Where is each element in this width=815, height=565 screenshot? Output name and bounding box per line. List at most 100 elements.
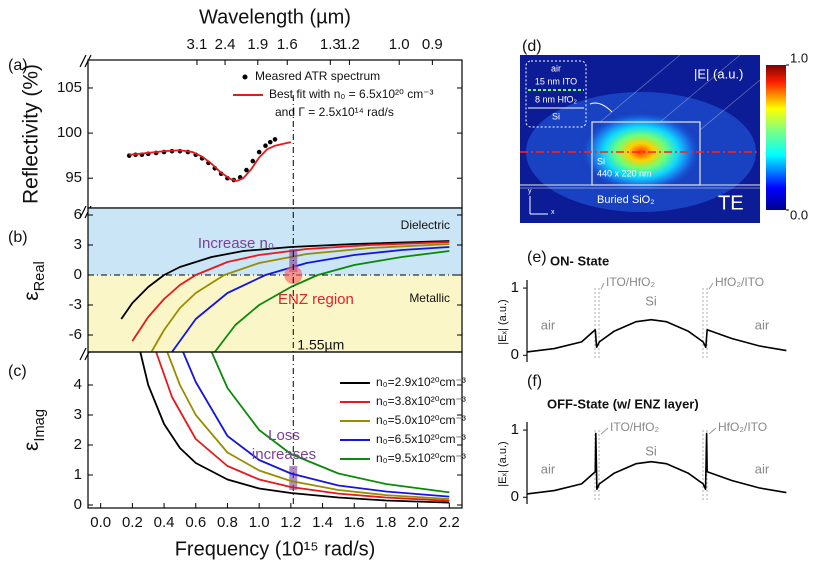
panel-label: (f) (527, 373, 542, 390)
data-point (268, 140, 273, 145)
y-tick-label: 1 (74, 466, 82, 483)
annotation: HfO₂/ITO (718, 420, 767, 434)
y-axis-title: |Eₓ| (a.u.) (497, 441, 509, 486)
inset-label: 15 nm ITO (535, 76, 577, 86)
x2-tick-label: 0.9 (422, 36, 443, 53)
annotation: air (755, 317, 770, 332)
y-axis-title: Reflectivity (%) (20, 64, 43, 204)
break (80, 55, 86, 67)
data-point (273, 137, 278, 142)
annotation: Si (645, 443, 657, 458)
y-tick-label: 1 (511, 279, 519, 296)
substrate-label: Buried SiO₂ (597, 194, 654, 206)
y-axis-title-part: ε (20, 291, 43, 300)
x-tick-label: 0.2 (122, 514, 143, 531)
panel-label: (d) (522, 38, 542, 55)
inset-label: Si (552, 111, 560, 121)
colorbar (766, 65, 786, 210)
y-axis-title-part: Imag (32, 409, 48, 442)
legend-symbol (243, 75, 248, 80)
annotation-pointer (601, 283, 604, 289)
legend-label: n₀=3.8x10²⁰cm⁻³ (376, 394, 466, 408)
region (88, 275, 462, 352)
inset-label: air (551, 63, 561, 73)
y-tick-label: 105 (57, 79, 82, 96)
y-tick-label: -6 (69, 326, 82, 343)
y-tick-label: 4 (74, 376, 82, 393)
y-tick-label: -3 (69, 296, 82, 313)
region-label: Dielectric (401, 218, 450, 232)
colorbar-tick-label: 0.0 (790, 207, 808, 222)
x-tick-label: 1.0 (249, 514, 270, 531)
curve (129, 142, 291, 181)
core-label: 440 x 220 nm (597, 168, 652, 178)
x-axis-title: Frequency (10¹⁵ rad/s) (175, 538, 376, 560)
x-tick-label: 0.4 (154, 514, 175, 531)
curve (527, 320, 786, 352)
axis-glyph-label: x (551, 209, 555, 216)
data-point (257, 150, 262, 155)
x2-tick-label: 2.4 (215, 36, 236, 53)
x2-tick-label: 1.2 (339, 36, 360, 53)
x-tick-label: 1.2 (280, 514, 301, 531)
y-tick-label: 0 (511, 488, 519, 505)
x-tick-label: 2.0 (407, 514, 428, 531)
x-tick-label: 0.8 (217, 514, 238, 531)
panel-0: 951001053.12.41.91.61.31.21.00.9Waveleng… (8, 6, 462, 208)
x-tick-label: 1.6 (344, 514, 365, 531)
legend-label: n₀=2.9x10²⁰cm⁻³ (376, 375, 466, 389)
y-axis-title: εReal (20, 261, 48, 301)
panel-label: (c) (8, 363, 27, 380)
axis-glyph-label: y (528, 188, 532, 195)
annotation: increases (252, 446, 316, 463)
break (80, 348, 86, 360)
legend-label: Measred ATR spectrum (255, 69, 380, 83)
panel-title: ON- State (550, 253, 609, 268)
x-tick-label: 1.4 (312, 514, 333, 531)
y-tick-label: 1 (511, 421, 519, 438)
panel-4: 01(f)OFF-State (w/ ENZ layer)ITO/HfO₂HfO… (511, 373, 787, 505)
x-tick-label: 1.8 (376, 514, 397, 531)
y-axis-title: εImag (20, 409, 48, 451)
legend-label: n₀=5.0x10²⁰cm⁻³ (376, 413, 466, 427)
y-tick-label: 3 (74, 236, 82, 253)
x2-tick-label: 1.0 (389, 36, 410, 53)
legend-label: n₀=6.5x10²⁰cm⁻³ (376, 432, 466, 446)
annotation: Increase n₀ (198, 235, 274, 252)
y-tick-label: 6 (74, 206, 82, 223)
annotation: ENZ region (278, 291, 354, 308)
y-tick-label: 2 (74, 436, 82, 453)
y-axis-title-part: Real (32, 261, 48, 291)
quantity-label: |E| (a.u.) (694, 66, 743, 81)
annotation: Si (645, 293, 657, 308)
field-map: (d) air 15 nm ITO 8 nm HfO₂ Si |E| (a.u.… (520, 38, 786, 223)
x-tick-label: 0.6 (185, 514, 206, 531)
annotation: air (755, 461, 770, 476)
y-axis-title-part: ε (20, 442, 43, 451)
inset-label: 8 nm HfO₂ (535, 94, 578, 104)
y-axis-title: |Eₓ| (a.u.) (497, 299, 509, 344)
data-point (251, 159, 256, 164)
annotation-pointer (601, 428, 608, 434)
x-tick-label: 2.2 (439, 514, 460, 531)
marker-label: 1.55µm (297, 337, 344, 353)
x2-tick-label: 1.3 (320, 36, 341, 53)
y-tick-label: 0 (74, 496, 82, 513)
panel-label: (e) (527, 249, 547, 266)
annotation: air (541, 317, 556, 332)
annotation: Loss (268, 427, 300, 444)
annotation: HfO₂/ITO (715, 275, 764, 289)
annotation: ITO/HfO₂ (610, 420, 659, 434)
x-tick-label: 0.0 (90, 514, 111, 531)
x2-tick-label: 3.1 (187, 36, 208, 53)
annotation-pointer (709, 283, 713, 289)
annotation: air (541, 461, 556, 476)
data-point (263, 143, 268, 148)
legend-label: n₀=9.5x10²⁰cm⁻³ (376, 451, 466, 465)
annotation: ITO/HfO₂ (606, 275, 655, 289)
panel-label: (b) (8, 229, 28, 246)
figure: (d) air 15 nm ITO 8 nm HfO₂ Si |E| (a.u.… (0, 0, 815, 565)
x2-tick-label: 1.9 (247, 36, 268, 53)
